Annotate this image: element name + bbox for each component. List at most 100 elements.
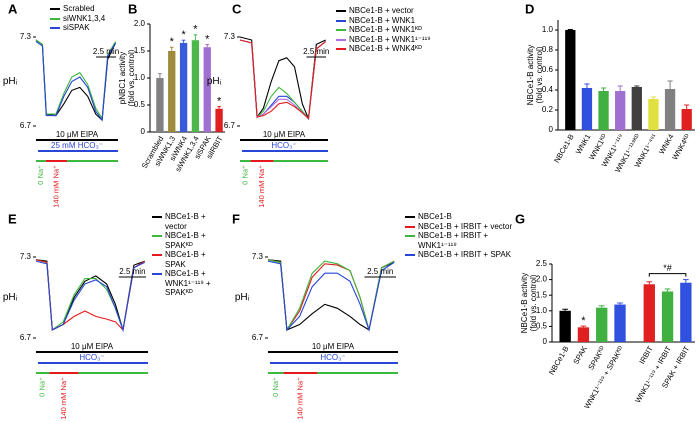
na140-label: 140 mM Na⁺ bbox=[59, 377, 68, 420]
legend: NBCe1-B + vector NBCe1-B + SPAKᴷᴰ NBCe1-B … bbox=[152, 212, 228, 298]
legend-item: NBCe1-B + SPAKᴷᴰ bbox=[152, 231, 228, 250]
panel-label: B bbox=[128, 1, 137, 16]
legend-swatch bbox=[152, 216, 162, 218]
bar bbox=[614, 304, 626, 342]
legend-swatch bbox=[50, 8, 60, 10]
legend-swatch bbox=[336, 38, 346, 41]
legend-item: NBCe1-B + vector bbox=[336, 6, 501, 16]
legend-swatch bbox=[405, 216, 415, 218]
annotation: * bbox=[181, 29, 186, 41]
legend-item: NBCe1-B + IRBIT + SPAK bbox=[405, 250, 513, 260]
legend-item: NBCe1-B + vector bbox=[152, 212, 228, 231]
y-axis-label: NBCe1-B activity bbox=[520, 273, 529, 333]
panel-label: C bbox=[232, 1, 242, 16]
bar bbox=[664, 89, 676, 130]
annotation: * bbox=[217, 96, 222, 108]
eipa-label: 10 μM EIPA bbox=[312, 342, 355, 351]
bar bbox=[577, 327, 590, 342]
y-tick-label: 0.5 bbox=[536, 322, 548, 331]
trace bbox=[35, 41, 117, 122]
y-axis-label: (fold vs. control) bbox=[529, 274, 538, 331]
y-tick-label: 1.5 bbox=[134, 46, 146, 55]
bar bbox=[661, 291, 674, 342]
y-tick-label: 0.8 bbox=[542, 45, 554, 54]
y-axis-label: pHᵢ bbox=[235, 292, 250, 303]
y-tick-label: 2.0 bbox=[536, 275, 548, 284]
legend-label: NBCe1-B + IRBIT + WNK1¹⁻¹¹⁹ bbox=[418, 231, 489, 250]
bar bbox=[203, 47, 211, 132]
panel-label: E bbox=[8, 211, 17, 226]
eipa-label: 10 μM EIPA bbox=[263, 130, 306, 139]
legend: Scrabled siWNK1,3,4 siSPAK bbox=[50, 4, 122, 33]
y-tick-label: 2.0 bbox=[134, 19, 146, 28]
eipa-label: 10 μM EIPA bbox=[71, 342, 114, 351]
bar bbox=[598, 91, 609, 130]
panel-label: F bbox=[232, 211, 240, 226]
legend-label: NBCe1-B + IRBIT + vector bbox=[418, 221, 513, 231]
y-tick-label: 0.6 bbox=[542, 65, 554, 74]
legend-label: NBCe1-B + vector bbox=[349, 6, 414, 15]
na140-label: 140 mM Na⁺ bbox=[295, 377, 304, 420]
annotation: * bbox=[581, 315, 586, 327]
y-tick-label: 1.0 bbox=[542, 25, 554, 34]
hco3-label: 25 mM HCO₃⁻ bbox=[51, 141, 103, 150]
trace bbox=[35, 260, 145, 333]
y-tick-label: 7.3 bbox=[252, 252, 264, 261]
legend-item: NBCe1-B + IRBIT + WNK1¹⁻¹¹⁹ bbox=[405, 231, 513, 250]
y-axis-label: pNBC1 activity bbox=[118, 52, 127, 104]
bar bbox=[168, 51, 176, 132]
legend-item: NBCe1-B + WNK1ᴷᴰ bbox=[336, 25, 501, 35]
legend-label: NBCe1-B + WNK1¹⁻¹¹⁹ bbox=[349, 34, 431, 44]
legend-label: Scrabled bbox=[63, 4, 95, 13]
legend-swatch bbox=[405, 225, 415, 228]
scale-bar-label: 2.5 min bbox=[119, 267, 145, 276]
y-tick-label: 0.2 bbox=[542, 105, 554, 114]
y-tick-label: 7.3 bbox=[20, 252, 32, 261]
y-tick-label: 6.7 bbox=[20, 121, 32, 130]
annotation: * bbox=[205, 33, 210, 45]
eipa-label: 10 μM EIPA bbox=[56, 130, 99, 139]
y-tick-label: 0 bbox=[549, 125, 554, 134]
legend-item: NBCe1-B bbox=[405, 212, 513, 222]
legend-label: siSPAK bbox=[63, 23, 90, 32]
legend-swatch bbox=[405, 254, 415, 256]
x-tick-label: SPAK bbox=[571, 344, 589, 365]
legend-swatch bbox=[336, 29, 346, 31]
legend-swatch bbox=[152, 235, 162, 237]
na140-label: 140 mM Na⁺ bbox=[257, 165, 266, 208]
legend: NBCe1-B + vector NBCe1-B + WNK1 NBCe1-B + … bbox=[336, 6, 501, 54]
bar bbox=[559, 310, 571, 342]
legend-item: NBCe1-B + WNK1¹⁻¹¹⁹ bbox=[336, 35, 501, 45]
legend-item: NBCe1-B + WNK4ᴷᴰ bbox=[336, 44, 501, 54]
legend-swatch bbox=[336, 48, 346, 50]
x-tick-label: IRBIT bbox=[637, 344, 655, 365]
bar bbox=[565, 30, 576, 130]
bar bbox=[681, 109, 692, 130]
legend-label: NBCe1-B + SPAK bbox=[165, 250, 206, 269]
bar bbox=[596, 307, 608, 342]
y-tick-label: 1.0 bbox=[134, 73, 146, 82]
bar bbox=[648, 99, 659, 130]
annotation: * bbox=[170, 36, 175, 48]
y-axis-label: pHᵢ bbox=[3, 292, 18, 303]
y-tick-label: 1.0 bbox=[536, 306, 548, 315]
bar bbox=[191, 40, 200, 133]
legend-label: NBCe1-B + SPAKᴷᴰ bbox=[165, 231, 206, 250]
legend-swatch bbox=[405, 235, 415, 237]
na140-label: 140 mM Na⁺ bbox=[51, 165, 60, 208]
na0-label: 0 Na⁺ bbox=[271, 377, 280, 397]
legend: NBCe1-B NBCe1-B + IRBIT + vector NBCe1-B +… bbox=[405, 212, 513, 260]
panel-label: D bbox=[525, 1, 534, 16]
y-tick-label: 0 bbox=[141, 127, 146, 136]
scale-bar-label: 2.5 min bbox=[303, 47, 329, 56]
scale-bar-label: 2.5 min bbox=[367, 267, 393, 276]
bar bbox=[179, 42, 188, 132]
bracket bbox=[648, 273, 687, 277]
legend-label: NBCe1-B + vector bbox=[165, 212, 206, 231]
bar bbox=[581, 88, 593, 130]
bar bbox=[215, 108, 223, 132]
legend-item: Scrabled bbox=[50, 4, 122, 14]
annotation: * bbox=[193, 24, 198, 36]
y-tick-label: 0.4 bbox=[542, 85, 554, 94]
